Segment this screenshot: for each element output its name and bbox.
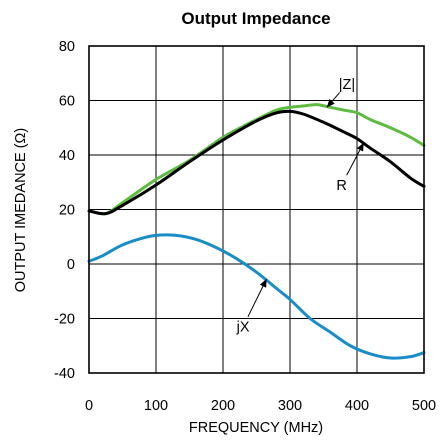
y-tick-label: 0 <box>67 257 75 273</box>
grid-lines <box>89 46 424 373</box>
x-tick-label: 200 <box>211 398 235 414</box>
x-tick-label: 300 <box>278 398 302 414</box>
y-tick-label: 40 <box>59 148 75 164</box>
annotation-arrowhead-jx <box>259 278 267 288</box>
annotation-label-z: |Z| <box>339 77 355 93</box>
annotation-arrowhead-z <box>326 98 335 108</box>
tick-labels: 0 100 200 300 400 500 -40 -20 0 20 40 60 80 <box>54 39 436 414</box>
x-axis-label: FREQUENCY (MHz) <box>189 420 323 436</box>
x-tick-label: 100 <box>144 398 168 414</box>
y-tick-label: -20 <box>54 312 75 328</box>
y-axis-label: OUTPUT IMEDANCE (Ω) <box>13 128 29 292</box>
series-lines <box>87 103 426 360</box>
x-tick-label: 500 <box>412 398 436 414</box>
annotation-label-r: R <box>336 178 346 194</box>
x-tick-label: 400 <box>345 398 369 414</box>
series-line-r <box>87 109 426 216</box>
y-tick-label: -40 <box>54 366 75 382</box>
series-line-jx <box>87 233 426 360</box>
annotation-label-jx: jX <box>236 320 250 336</box>
y-tick-label: 80 <box>59 39 75 55</box>
y-tick-label: 20 <box>59 203 75 219</box>
x-tick-label: 0 <box>85 398 93 414</box>
chart-title: Output Impedance <box>181 9 330 28</box>
annotation-arrowhead-r <box>356 142 364 152</box>
annotations: |Z| RjX <box>236 77 365 336</box>
plot-frame <box>88 45 425 374</box>
series-line-z <box>87 103 426 216</box>
y-tick-label: 60 <box>59 94 75 110</box>
